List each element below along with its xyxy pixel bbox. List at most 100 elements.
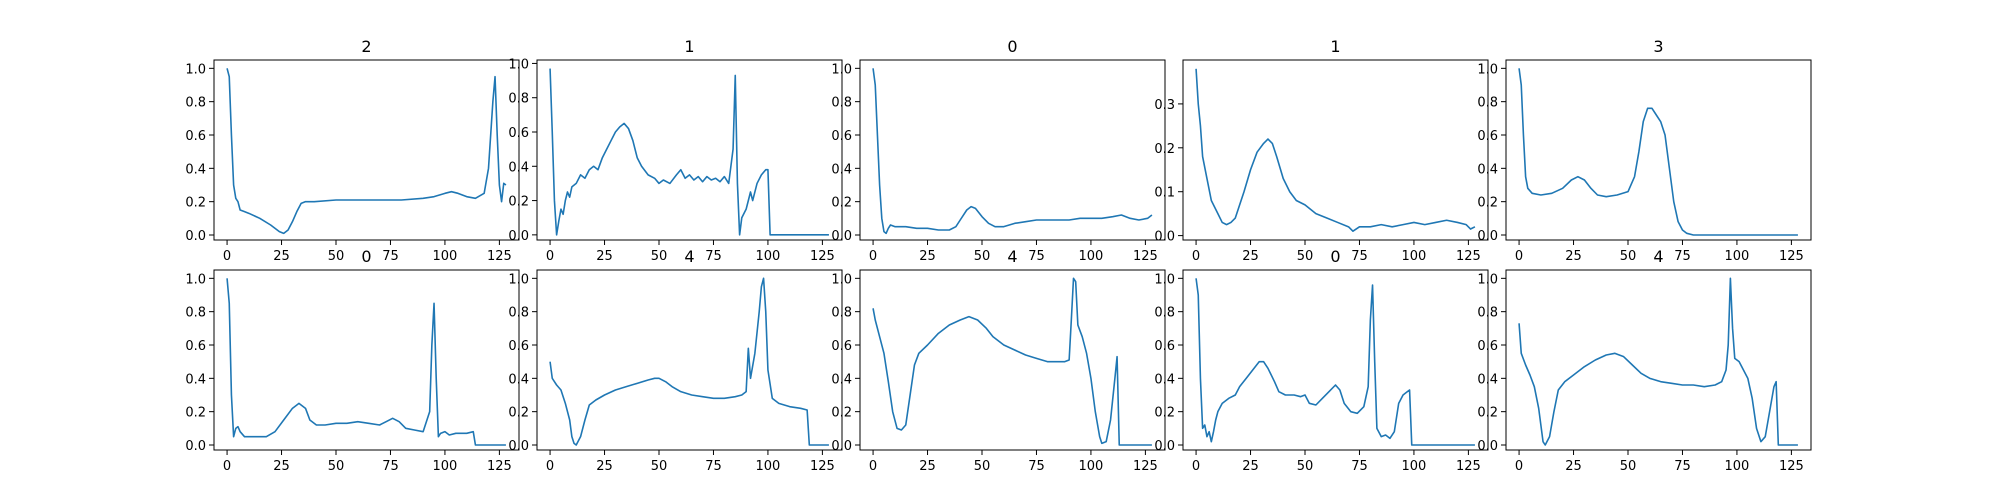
x-tick-label: 100 xyxy=(756,459,781,474)
plot-frame xyxy=(859,269,1166,451)
x-tick-label: 125 xyxy=(1456,459,1481,474)
x-tick-label: 75 xyxy=(705,249,722,264)
subplot-title: 4 xyxy=(1653,247,1663,266)
subplot-2: 1 0 25 50 75 100 125 0.0 0.2 0.4 0.6 0.8 1.0 xyxy=(508,37,843,264)
x-tick-label: 125 xyxy=(1133,459,1158,474)
x-tick-label: 75 xyxy=(705,459,722,474)
y-tick-label: 0.4 xyxy=(185,162,206,177)
plot-frame xyxy=(1182,59,1489,241)
y-tick-label: 0.8 xyxy=(831,96,852,111)
x-tick-label: 0 xyxy=(546,459,554,474)
y-tick-label: 0.6 xyxy=(508,126,529,141)
y-tick-label: 0.2 xyxy=(1477,196,1498,211)
subplot-10: 4 0 25 50 75 100 125 0.0 0.2 0.4 0.6 0.8 1.0 xyxy=(1477,247,1812,474)
subplot-title: 0 xyxy=(1007,37,1017,56)
x-tick-label: 0 xyxy=(223,249,231,264)
x-tick-label: 125 xyxy=(810,459,835,474)
subplot-1: 2 0 25 50 75 100 125 0.0 0.2 0.4 0.6 0.8 1.0 xyxy=(185,37,520,264)
series-line xyxy=(1518,68,1798,236)
y-tick-label: 1.0 xyxy=(831,272,852,287)
y-tick-label: 0.8 xyxy=(185,306,206,321)
series-line xyxy=(872,277,1152,446)
y-tick-label: 0.6 xyxy=(831,129,852,144)
y-tick-label: 0.6 xyxy=(831,339,852,354)
x-tick-label: 100 xyxy=(1079,459,1104,474)
x-tick-label: 50 xyxy=(974,459,991,474)
plot-frame xyxy=(859,59,1166,241)
y-tick-label: 0.4 xyxy=(508,160,529,175)
x-tick-label: 125 xyxy=(487,459,512,474)
subplot-title: 3 xyxy=(1653,37,1663,56)
y-tick-label: 0.8 xyxy=(508,92,529,107)
x-tick-label: 0 xyxy=(1192,459,1200,474)
series-line xyxy=(549,68,829,236)
y-tick-label: 0.3 xyxy=(1154,98,1175,113)
y-tick-label: 0.0 xyxy=(831,229,852,244)
plot-frame xyxy=(1182,269,1489,451)
y-tick-label: 0.0 xyxy=(1477,229,1498,244)
x-tick-label: 100 xyxy=(1402,459,1427,474)
x-tick-label: 100 xyxy=(1725,459,1750,474)
x-tick-label: 50 xyxy=(328,459,345,474)
y-tick-label: 0.2 xyxy=(831,196,852,211)
y-tick-label: 1.0 xyxy=(1477,62,1498,77)
x-tick-label: 25 xyxy=(596,459,613,474)
subplot-title: 2 xyxy=(361,37,371,56)
y-tick-label: 0.0 xyxy=(1154,439,1175,454)
y-tick-label: 0.6 xyxy=(508,339,529,354)
y-tick-label: 0.8 xyxy=(1154,306,1175,321)
x-tick-label: 25 xyxy=(1565,459,1582,474)
x-tick-label: 125 xyxy=(1779,249,1804,264)
y-tick-label: 1.0 xyxy=(185,272,206,287)
y-tick-label: 0.4 xyxy=(1154,372,1175,387)
x-tick-label: 0 xyxy=(223,459,231,474)
y-tick-label: 0.0 xyxy=(185,439,206,454)
subplot-6: 0 0 25 50 75 100 125 0.0 0.2 0.4 0.6 0.8 1.0 xyxy=(185,247,520,474)
y-tick-label: 0.2 xyxy=(185,196,206,211)
y-tick-label: 0.1 xyxy=(1154,186,1175,201)
y-tick-label: 0.4 xyxy=(1477,162,1498,177)
x-tick-label: 125 xyxy=(1779,459,1804,474)
y-tick-label: 0.4 xyxy=(831,372,852,387)
y-tick-label: 0.4 xyxy=(508,372,529,387)
x-tick-label: 50 xyxy=(651,459,668,474)
y-tick-label: 0.2 xyxy=(185,406,206,421)
x-tick-label: 100 xyxy=(1402,249,1427,264)
x-tick-label: 100 xyxy=(1725,249,1750,264)
x-tick-label: 125 xyxy=(1456,249,1481,264)
series-line xyxy=(872,68,1153,235)
x-tick-label: 100 xyxy=(756,249,781,264)
y-tick-label: 0.2 xyxy=(1477,406,1498,421)
plot-frame xyxy=(213,59,520,241)
series-line xyxy=(226,68,507,235)
x-tick-label: 75 xyxy=(1674,459,1691,474)
x-tick-label: 0 xyxy=(1515,249,1523,264)
x-tick-label: 50 xyxy=(651,249,668,264)
y-tick-label: 0.0 xyxy=(185,229,206,244)
x-tick-label: 125 xyxy=(1133,249,1158,264)
x-tick-label: 125 xyxy=(810,249,835,264)
y-tick-label: 0.0 xyxy=(508,229,529,244)
x-tick-label: 25 xyxy=(919,249,936,264)
series-line xyxy=(226,278,506,446)
subplot-title: 0 xyxy=(1330,247,1340,266)
subplot-7: 4 0 25 50 75 100 125 0.0 0.2 0.4 0.6 0.8 1.0 xyxy=(508,247,843,474)
subplot-title: 1 xyxy=(1330,37,1340,56)
y-tick-label: 0.0 xyxy=(508,439,529,454)
x-tick-label: 50 xyxy=(1297,459,1314,474)
x-tick-label: 75 xyxy=(1674,249,1691,264)
y-tick-label: 0.8 xyxy=(185,96,206,111)
subplot-3: 0 0 25 50 75 100 125 0.0 0.2 0.4 0.6 0.8 1.0 xyxy=(831,37,1166,264)
x-tick-label: 75 xyxy=(382,249,399,264)
x-tick-label: 75 xyxy=(1028,249,1045,264)
x-tick-label: 100 xyxy=(1079,249,1104,264)
y-tick-label: 0.0 xyxy=(1477,439,1498,454)
y-tick-label: 0.4 xyxy=(1477,372,1498,387)
y-tick-label: 0.0 xyxy=(831,439,852,454)
y-tick-label: 0.8 xyxy=(1477,306,1498,321)
series-line xyxy=(1518,277,1798,446)
x-tick-label: 25 xyxy=(273,249,290,264)
subplot-8: 4 0 25 50 75 100 125 0.0 0.2 0.4 0.6 0.8 1.0 xyxy=(831,247,1166,474)
plot-frame xyxy=(536,59,843,241)
